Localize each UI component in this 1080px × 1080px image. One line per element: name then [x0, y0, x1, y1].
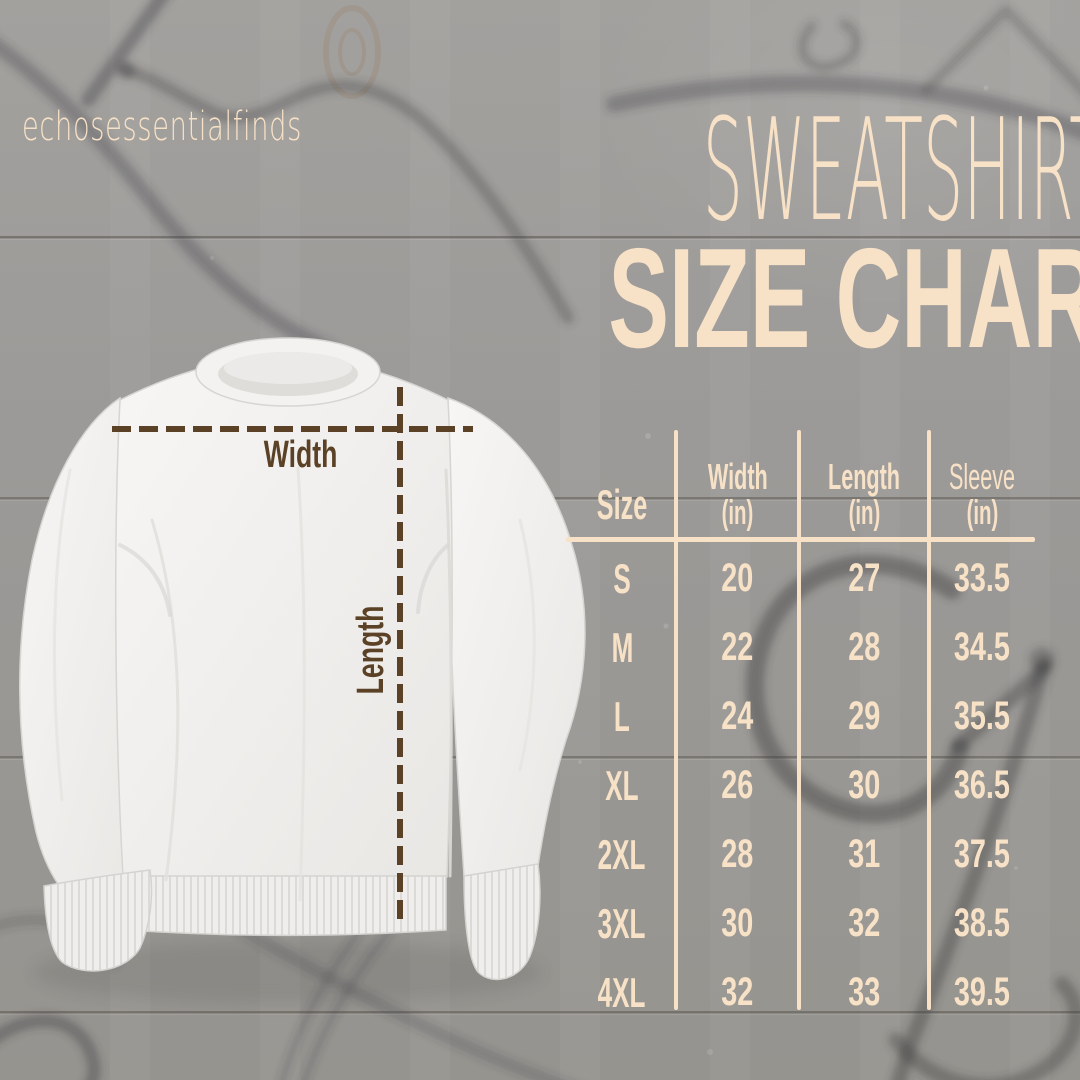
size-cell: XL [605, 761, 639, 809]
header-cell-sleeve: Sleeve (in) [948, 456, 1016, 532]
width-cell: 30 [721, 901, 754, 945]
sleeve-cell: 33.5 [953, 556, 1011, 600]
width-cell: 24 [721, 694, 754, 738]
sweatshirt-right-cuff [463, 863, 541, 981]
size-table-body: S 20 27 33.5 M 22 28 34.5 L 24 29 35.5 X… [568, 544, 1035, 1027]
width-cell: 26 [721, 763, 754, 807]
table-row: M 22 28 34.5 [568, 613, 1035, 682]
header-cell-length: Length (in) [827, 456, 900, 532]
header-cell-size: Size [596, 481, 648, 528]
title-line-size-chart: SIZE CHART [608, 219, 1080, 378]
sweatshirt-left-cuff [43, 869, 153, 972]
width-cell: 20 [721, 556, 754, 600]
width-measure-label: Width [263, 434, 338, 476]
table-row: 2XL 28 31 37.5 [568, 820, 1035, 889]
size-cell: M [611, 623, 633, 671]
length-cell: 31 [847, 832, 881, 876]
column-divider [927, 430, 931, 1010]
column-divider [674, 430, 678, 1010]
length-cell: 28 [847, 625, 881, 669]
table-row: S 20 27 33.5 [568, 544, 1035, 613]
table-row: XL 26 30 36.5 [568, 751, 1035, 820]
sweatshirt-collar [195, 337, 381, 407]
length-cell: 30 [847, 763, 881, 807]
width-cell: 28 [721, 832, 754, 876]
size-cell: 2XL [598, 830, 646, 878]
table-row: L 24 29 35.5 [568, 682, 1035, 751]
sleeve-cell: 35.5 [953, 694, 1011, 738]
sleeve-cell: 37.5 [953, 832, 1011, 876]
sweatshirt-shadow [33, 940, 543, 1004]
brand-text-label: echosessentialfinds [22, 104, 302, 150]
width-cell: 22 [721, 625, 754, 669]
sleeve-cell: 39.5 [953, 970, 1011, 1014]
sweatshirt-hem-band [123, 875, 447, 936]
size-cell: S [613, 554, 631, 602]
length-cell: 29 [847, 694, 881, 738]
length-cell: 27 [847, 556, 881, 600]
wood-knot [323, 5, 381, 99]
sleeve-cell: 38.5 [953, 901, 1011, 945]
fabric-folds [52, 466, 536, 902]
length-cell: 32 [847, 901, 881, 945]
size-cell: L [614, 692, 630, 740]
brand-text: echosessentialfinds [22, 104, 434, 150]
width-cell: 32 [721, 970, 754, 1014]
size-cell: 3XL [598, 899, 646, 947]
dust-specks [210, 85, 1054, 1055]
column-divider [797, 430, 801, 1010]
sleeve-cell: 34.5 [953, 625, 1011, 669]
sweatshirt-right-sleeve [447, 396, 586, 877]
header-cell-width: Width (in) [707, 456, 768, 532]
size-table-header: Size Width (in) Length (in) Sleeve (in) [568, 443, 1035, 535]
table-row: 4XL 32 33 39.5 [568, 958, 1035, 1027]
table-row: 3XL 30 32 38.5 [568, 889, 1035, 958]
size-cell: 4XL [598, 968, 646, 1016]
sleeve-cell: 36.5 [953, 763, 1011, 807]
length-cell: 33 [847, 970, 881, 1014]
title-line-sweatshirt: SWEATSHIRT [702, 89, 1080, 253]
